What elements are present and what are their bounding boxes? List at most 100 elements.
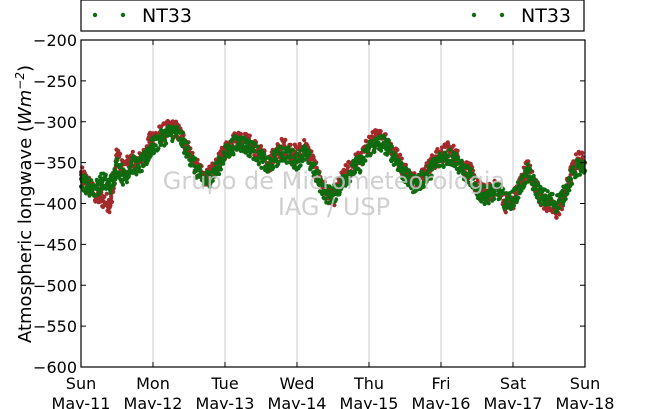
- data-point: [398, 152, 403, 157]
- data-point: [259, 165, 264, 170]
- data-point: [89, 178, 94, 183]
- data-point: [107, 183, 112, 188]
- legend-label: NT33: [142, 5, 192, 27]
- data-point: [533, 178, 539, 184]
- watermark-line-1: Grupo de Micrometeorologia: [163, 167, 505, 195]
- y-tick-label: −450: [33, 235, 77, 254]
- data-point: [554, 201, 559, 206]
- data-point: [352, 165, 357, 170]
- data-point: [329, 197, 334, 202]
- data-point: [290, 148, 295, 153]
- data-point: [550, 192, 555, 197]
- legend-marker: [120, 12, 126, 18]
- data-point: [528, 168, 533, 173]
- data-point: [252, 141, 257, 146]
- data-point: [454, 151, 459, 157]
- data-point: [557, 212, 562, 217]
- data-point: [532, 183, 537, 188]
- data-point: [473, 181, 478, 186]
- data-point: [169, 130, 174, 135]
- data-point: [365, 153, 370, 158]
- data-point: [358, 168, 363, 173]
- data-point: [114, 152, 120, 157]
- data-point: [366, 145, 372, 150]
- data-point: [568, 172, 573, 177]
- data-point: [429, 173, 434, 178]
- data-point: [503, 210, 508, 215]
- data-point: [298, 163, 303, 168]
- data-point: [486, 201, 491, 206]
- data-point: [536, 182, 541, 187]
- data-point: [150, 144, 156, 149]
- data-point: [403, 162, 408, 167]
- data-point: [193, 156, 198, 161]
- data-point: [580, 154, 585, 159]
- data-point: [429, 167, 435, 172]
- data-point: [538, 184, 543, 190]
- data-point: [438, 157, 444, 162]
- data-point: [369, 139, 374, 144]
- data-point: [545, 189, 550, 194]
- data-point: [244, 144, 249, 149]
- data-point: [294, 158, 300, 164]
- data-point: [446, 142, 451, 147]
- data-point: [107, 210, 112, 215]
- data-point: [298, 148, 303, 153]
- data-point: [300, 154, 305, 159]
- data-point: [93, 186, 98, 191]
- data-point: [330, 193, 336, 198]
- legend-marker: [92, 12, 98, 18]
- data-point: [147, 148, 152, 153]
- x-tick-label-date: May-18: [556, 394, 615, 409]
- data-point: [338, 183, 343, 188]
- data-point: [322, 196, 327, 201]
- data-point: [485, 184, 490, 189]
- y-tick-label: −300: [33, 113, 77, 132]
- data-point: [266, 164, 271, 169]
- data-point: [472, 174, 477, 180]
- data-point: [453, 157, 458, 162]
- data-point: [489, 191, 494, 196]
- data-point: [273, 156, 278, 161]
- data-point: [83, 191, 89, 196]
- data-point: [482, 193, 487, 198]
- data-point: [185, 140, 190, 145]
- data-point: [345, 165, 350, 170]
- data-point: [407, 176, 412, 181]
- data-point: [255, 144, 260, 149]
- data-point: [402, 173, 408, 178]
- data-point: [392, 150, 397, 156]
- data-point: [222, 158, 227, 163]
- data-point: [124, 180, 129, 185]
- y-tick-label: −250: [33, 72, 77, 91]
- data-point: [221, 161, 226, 166]
- data-point: [493, 181, 498, 186]
- data-point: [158, 137, 163, 142]
- data-point: [381, 140, 386, 146]
- data-point: [352, 170, 358, 175]
- data-point: [295, 152, 300, 157]
- data-point: [567, 188, 572, 193]
- data-point: [190, 150, 195, 156]
- data-point: [372, 146, 377, 151]
- data-point: [525, 170, 530, 175]
- data-point: [114, 162, 120, 167]
- x-tick-label-day: Tue: [210, 374, 238, 393]
- data-point: [496, 189, 501, 194]
- data-point: [139, 157, 144, 162]
- data-point: [455, 148, 460, 153]
- data-point: [208, 184, 213, 189]
- data-point: [230, 144, 235, 149]
- data-point: [98, 189, 103, 195]
- data-point: [245, 147, 250, 152]
- data-point: [532, 187, 538, 192]
- data-point: [269, 157, 274, 162]
- x-tick-label-date: May-14: [268, 394, 327, 409]
- data-point: [231, 152, 236, 157]
- data-point: [309, 156, 314, 161]
- y-tick-label: −500: [33, 276, 77, 295]
- data-point: [180, 130, 185, 135]
- data-point: [459, 158, 464, 163]
- data-point: [100, 178, 105, 183]
